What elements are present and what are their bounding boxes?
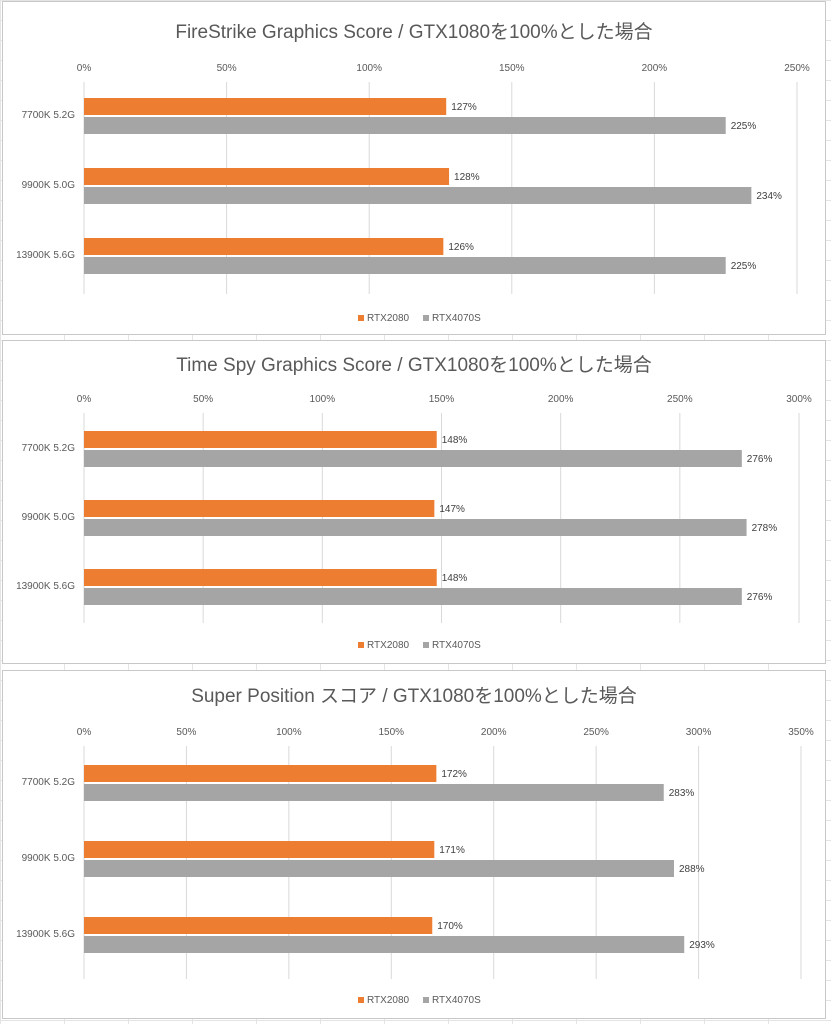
x-tick-label: 50%	[193, 394, 213, 405]
legend-swatch-rtx2080	[358, 315, 364, 321]
bar-rtx4070s-2	[84, 860, 674, 877]
x-tick-label: 0%	[77, 394, 92, 405]
bar-rtx2080-3	[84, 238, 444, 255]
bar-rtx4070s-3	[84, 257, 726, 274]
x-tick-label: 150%	[378, 727, 404, 738]
category-label: 7700K 5.2G	[22, 110, 76, 121]
data-label: 126%	[448, 242, 474, 253]
x-tick-label: 150%	[499, 63, 525, 74]
category-label: 13900K 5.6G	[16, 581, 75, 592]
bar-rtx2080-3	[84, 569, 437, 586]
bar-rtx2080-2	[84, 841, 435, 858]
data-label: 147%	[439, 504, 465, 515]
x-tick-label: 200%	[481, 727, 507, 738]
bar-rtx4070s-1	[84, 450, 742, 467]
chart-title: Time Spy Graphics Score / GTX1080を100%とし…	[176, 354, 652, 376]
x-tick-label: 250%	[784, 63, 810, 74]
data-label: 225%	[731, 261, 757, 272]
bar-rtx2080-3	[84, 917, 433, 934]
bar-rtx2080-1	[84, 765, 437, 782]
bar-rtx4070s-2	[84, 519, 747, 536]
legend-swatch-rtx2080	[358, 642, 364, 648]
bar-rtx4070s-1	[84, 784, 664, 801]
x-tick-label: 300%	[686, 727, 712, 738]
chart-panel-superposition: Super Position スコア / GTX1080を100%とした場合 0%…	[2, 670, 826, 1019]
firestrike-chart: FireStrike Graphics Score / GTX1080を100%…	[16, 21, 810, 324]
x-tick-label: 0%	[77, 727, 92, 738]
chart-title: Super Position スコア / GTX1080を100%とした場合	[191, 685, 637, 707]
superposition-chart: Super Position スコア / GTX1080を100%とした場合 0%…	[16, 685, 814, 1006]
x-tick-label: 200%	[642, 63, 668, 74]
x-tick-label: 300%	[786, 394, 812, 405]
bar-rtx4070s-2	[84, 187, 752, 204]
x-tick-label: 200%	[548, 394, 574, 405]
category-label: 13900K 5.6G	[16, 250, 75, 261]
x-tick-label: 250%	[583, 727, 609, 738]
data-label: 148%	[442, 435, 468, 446]
chart-panel-firestrike: FireStrike Graphics Score / GTX1080を100%…	[2, 1, 826, 335]
data-label: 128%	[454, 172, 480, 183]
legend-label-rtx2080: RTX2080	[367, 313, 410, 324]
data-label: 170%	[437, 921, 463, 932]
category-label: 9900K 5.0G	[22, 180, 76, 191]
x-tick-label: 0%	[77, 63, 92, 74]
legend-swatch-rtx4070s	[423, 642, 429, 648]
category-label: 13900K 5.6G	[16, 929, 75, 940]
data-label: 148%	[442, 573, 468, 584]
data-label: 225%	[731, 121, 757, 132]
x-tick-label: 350%	[788, 727, 814, 738]
x-tick-label: 100%	[310, 394, 336, 405]
x-tick-label: 100%	[356, 63, 382, 74]
bar-rtx2080-1	[84, 431, 437, 448]
x-tick-label: 250%	[667, 394, 693, 405]
bar-rtx4070s-1	[84, 117, 726, 134]
category-label: 9900K 5.0G	[22, 512, 76, 523]
data-label: 276%	[747, 592, 773, 603]
bar-rtx4070s-3	[84, 588, 742, 605]
data-label: 172%	[441, 769, 467, 780]
bar-rtx2080-2	[84, 168, 450, 185]
x-tick-label: 150%	[429, 394, 455, 405]
data-label: 278%	[752, 523, 778, 534]
bar-rtx2080-1	[84, 98, 447, 115]
bar-rtx2080-2	[84, 500, 435, 517]
category-label: 7700K 5.2G	[22, 443, 76, 454]
category-label: 9900K 5.0G	[22, 853, 76, 864]
legend-label-rtx4070s: RTX4070S	[432, 313, 481, 324]
legend-swatch-rtx4070s	[423, 997, 429, 1003]
legend-label-rtx2080: RTX2080	[367, 640, 410, 651]
data-label: 234%	[756, 191, 782, 202]
legend-label-rtx4070s: RTX4070S	[432, 640, 481, 651]
bar-rtx4070s-3	[84, 936, 685, 953]
x-tick-label: 100%	[276, 727, 302, 738]
data-label: 288%	[679, 864, 705, 875]
legend-swatch-rtx4070s	[423, 315, 429, 321]
data-label: 171%	[439, 845, 465, 856]
category-label: 7700K 5.2G	[22, 777, 76, 788]
x-tick-label: 50%	[217, 63, 237, 74]
data-label: 283%	[669, 788, 695, 799]
legend-swatch-rtx2080	[358, 997, 364, 1003]
data-label: 276%	[747, 454, 773, 465]
data-label: 293%	[689, 940, 715, 951]
chart-panel-timespy: Time Spy Graphics Score / GTX1080を100%とし…	[2, 340, 826, 664]
legend-label-rtx4070s: RTX4070S	[432, 995, 481, 1006]
timespy-chart: Time Spy Graphics Score / GTX1080を100%とし…	[16, 354, 812, 651]
data-label: 127%	[451, 102, 477, 113]
legend-label-rtx2080: RTX2080	[367, 995, 410, 1006]
chart-title: FireStrike Graphics Score / GTX1080を100%…	[175, 21, 652, 43]
x-tick-label: 50%	[176, 727, 196, 738]
